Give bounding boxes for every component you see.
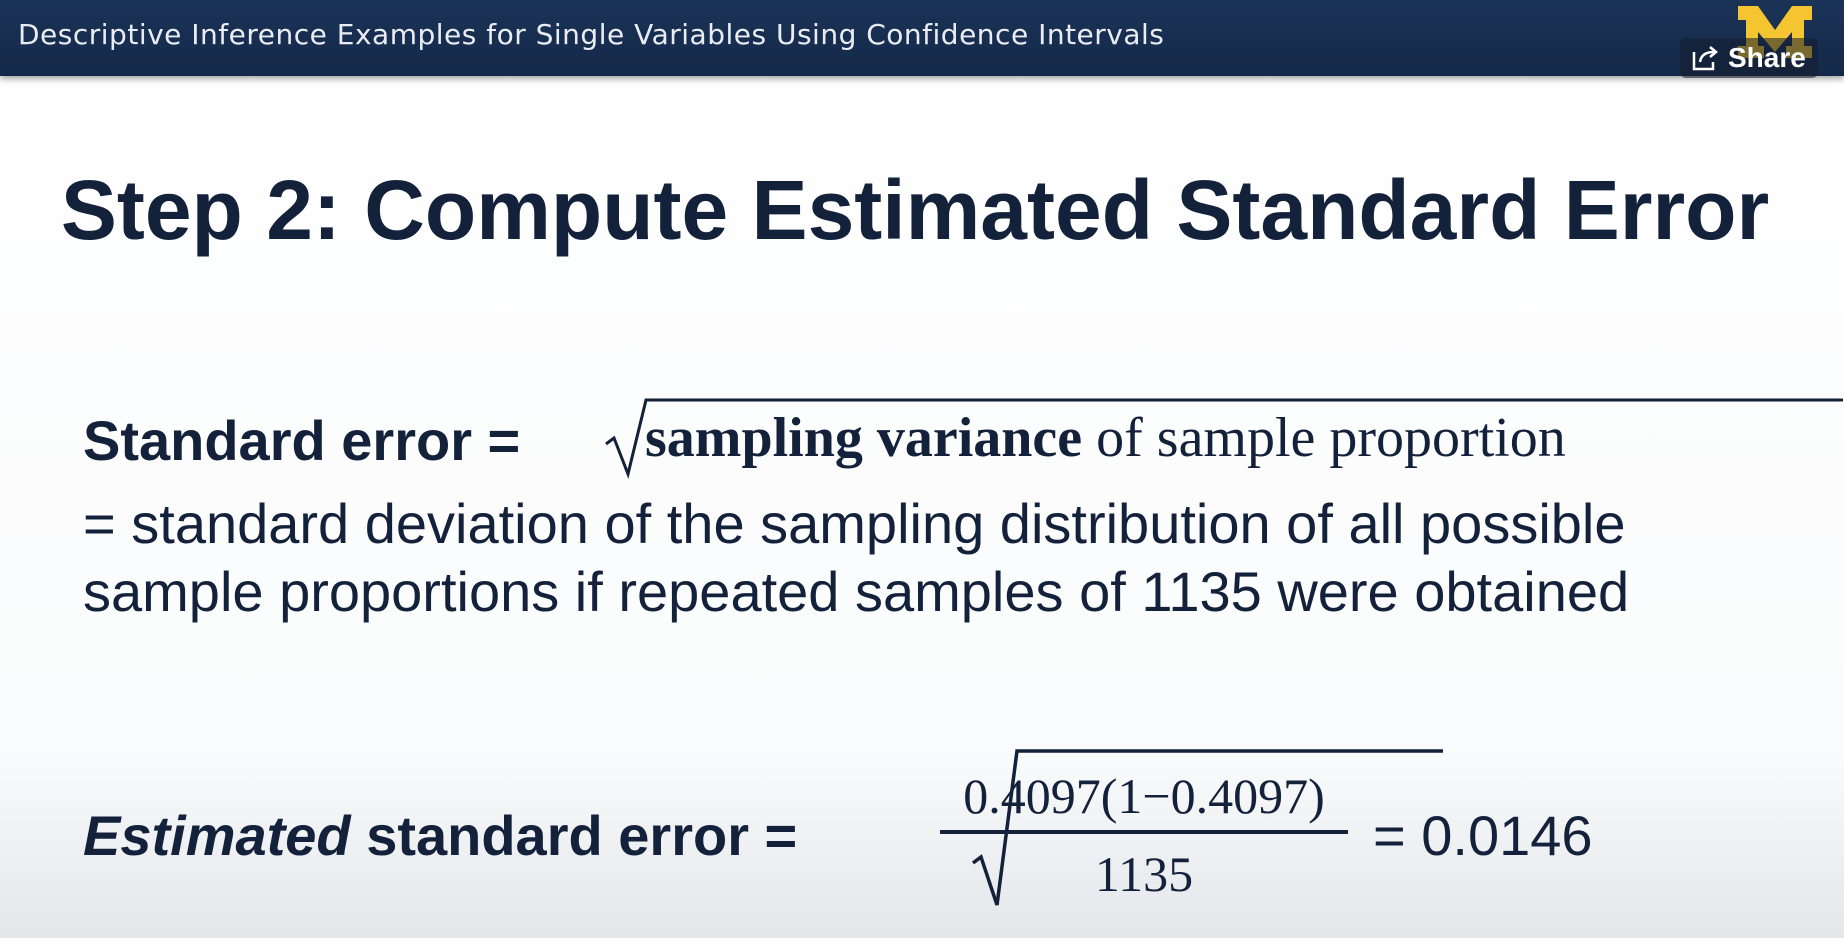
fraction-numerator: 0.4097(1−0.4097)	[963, 768, 1325, 824]
sqrt-symbol	[605, 398, 1843, 479]
standard-error-radicand: sampling variance of sample proportion	[645, 406, 1566, 470]
estimated-standard-error-label: Estimated standard error =	[83, 803, 797, 868]
share-button[interactable]: Share	[1680, 38, 1818, 78]
standard-error-formula: Standard error = sampling variance of sa…	[83, 392, 1843, 482]
estimated-text: Estimated	[83, 804, 351, 867]
standard-error-definition: = standard deviation of the sampling dis…	[83, 492, 1630, 623]
standard-error-text: standard error =	[366, 804, 798, 867]
slide-title: Step 2: Compute Estimated Standard Error	[60, 163, 1770, 257]
standard-error-label: Standard error =	[83, 409, 521, 472]
fraction-bar	[940, 830, 1348, 834]
sqrt-symbol	[971, 749, 1443, 906]
sampling-variance-text: sampling variance	[645, 407, 1083, 469]
estimated-standard-error-formula: Estimated standard error = 0.4097(1−0.40…	[83, 745, 1783, 915]
video-title: Descriptive Inference Examples for Singl…	[18, 18, 1165, 51]
fraction-denominator: 1135	[1094, 846, 1194, 902]
sample-proportion-text: of sample proportion	[1096, 407, 1566, 469]
result-value: = 0.0146	[1373, 804, 1593, 867]
video-header-bar: Descriptive Inference Examples for Singl…	[0, 0, 1844, 78]
share-label: Share	[1728, 42, 1806, 73]
share-icon	[1692, 46, 1718, 71]
